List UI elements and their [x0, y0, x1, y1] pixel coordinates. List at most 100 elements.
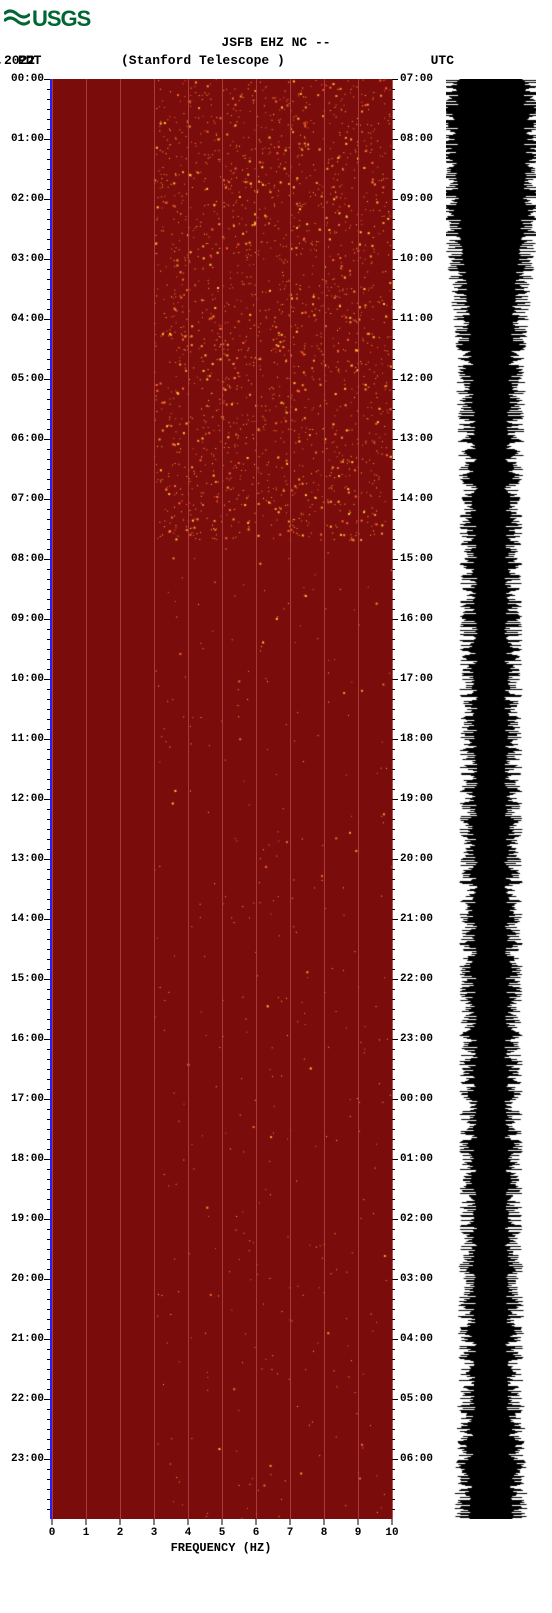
right-minor-tick — [392, 209, 395, 210]
right-minor-tick — [392, 1239, 395, 1240]
x-tick-mark — [222, 1519, 223, 1525]
right-minor-tick — [392, 1009, 395, 1010]
x-tick-mark — [290, 1519, 291, 1525]
right-minor-tick — [392, 749, 395, 750]
pdt-time-label: 00:00 — [11, 73, 44, 85]
right-minor-tick — [392, 669, 395, 670]
station-line: JSFB EHZ NC -- — [0, 34, 552, 52]
right-minor-tick — [392, 889, 395, 890]
utc-time-label: 23:00 — [400, 1033, 433, 1045]
freq-gridline — [120, 79, 121, 1519]
right-minor-tick — [392, 579, 395, 580]
wave-icon — [4, 6, 30, 32]
right-minor-tick — [392, 129, 395, 130]
right-minor-tick — [392, 239, 395, 240]
right-minor-tick — [392, 769, 395, 770]
right-minor-tick — [392, 509, 395, 510]
utc-time-label: 05:00 — [400, 1393, 433, 1405]
right-minor-tick — [392, 329, 395, 330]
pdt-time-label: 01:00 — [11, 133, 44, 145]
right-minor-tick — [392, 629, 395, 630]
waveform-canvas — [446, 79, 536, 1519]
utc-time-label: 13:00 — [400, 433, 433, 445]
freq-gridline — [154, 79, 155, 1519]
pdt-time-label: 03:00 — [11, 253, 44, 265]
right-minor-tick — [392, 689, 395, 690]
right-minor-tick — [392, 1319, 395, 1320]
right-minor-tick — [392, 249, 395, 250]
right-minor-tick — [392, 589, 395, 590]
right-minor-tick — [392, 959, 395, 960]
right-minor-tick — [392, 419, 395, 420]
utc-time-label: 08:00 — [400, 133, 433, 145]
logo-label: USGS — [32, 6, 90, 32]
utc-time-label: 04:00 — [400, 1333, 433, 1345]
right-minor-tick — [392, 1249, 395, 1250]
right-minor-tick — [392, 409, 395, 410]
right-minor-tick — [392, 1229, 395, 1230]
freq-gridline — [188, 79, 189, 1519]
right-minor-tick — [392, 1079, 395, 1080]
x-tick-mark — [256, 1519, 257, 1525]
utc-time-label: 22:00 — [400, 973, 433, 985]
pdt-time-label: 17:00 — [11, 1093, 44, 1105]
right-minor-tick — [392, 149, 395, 150]
right-minor-tick — [392, 289, 395, 290]
pdt-time-label: 14:00 — [11, 913, 44, 925]
freq-gridline — [222, 79, 223, 1519]
x-tick-label: 6 — [253, 1527, 260, 1539]
location-label: (Stanford Telescope ) — [121, 52, 285, 70]
right-minor-tick — [392, 1409, 395, 1410]
x-tick-label: 2 — [117, 1527, 124, 1539]
right-minor-tick — [392, 1489, 395, 1490]
right-minor-tick — [392, 1429, 395, 1430]
right-minor-tick — [392, 829, 395, 830]
right-minor-tick — [392, 789, 395, 790]
utc-time-label: 19:00 — [400, 793, 433, 805]
right-minor-tick — [392, 969, 395, 970]
page: USGS JSFB EHZ NC -- PDT Mar21,2022 (Stan… — [0, 0, 552, 1559]
right-minor-tick — [392, 1449, 395, 1450]
pdt-time-label: 02:00 — [11, 193, 44, 205]
pdt-time-label: 16:00 — [11, 1033, 44, 1045]
pdt-time-label: 19:00 — [11, 1213, 44, 1225]
freq-gridline — [256, 79, 257, 1519]
right-minor-tick — [392, 519, 395, 520]
x-tick-mark — [358, 1519, 359, 1525]
right-minor-tick — [392, 909, 395, 910]
pdt-axis-labels: 00:0001:0002:0003:0004:0005:0006:0007:00… — [4, 79, 44, 1519]
right-minor-tick — [392, 549, 395, 550]
utc-time-label: 00:00 — [400, 1093, 433, 1105]
right-minor-tick — [392, 999, 395, 1000]
right-minor-tick — [392, 369, 395, 370]
tz-right: UTC — [431, 52, 454, 70]
right-minor-tick — [392, 1109, 395, 1110]
right-minor-tick — [392, 719, 395, 720]
x-tick-label: 9 — [355, 1527, 362, 1539]
pdt-time-label: 21:00 — [11, 1333, 44, 1345]
right-minor-tick — [392, 279, 395, 280]
pdt-time-label: 09:00 — [11, 613, 44, 625]
x-tick-mark — [52, 1519, 53, 1525]
header-meta-row: PDT Mar21,2022 (Stanford Telescope ) UTC — [0, 52, 552, 70]
right-minor-tick — [392, 819, 395, 820]
pdt-time-label: 06:00 — [11, 433, 44, 445]
utc-time-label: 01:00 — [400, 1153, 433, 1165]
right-minor-tick — [392, 469, 395, 470]
right-minor-tick — [392, 1359, 395, 1360]
utc-time-label: 09:00 — [400, 193, 433, 205]
pdt-time-label: 22:00 — [11, 1393, 44, 1405]
x-tick-label: 1 — [83, 1527, 90, 1539]
right-minor-tick — [392, 539, 395, 540]
freq-gridline — [86, 79, 87, 1519]
right-minor-tick — [392, 359, 395, 360]
x-tick-mark — [188, 1519, 189, 1525]
right-minor-tick — [392, 899, 395, 900]
waveform-plot — [446, 79, 536, 1559]
x-tick-label: 0 — [49, 1527, 56, 1539]
right-minor-tick — [392, 1029, 395, 1030]
freq-gridline — [52, 79, 53, 1519]
usgs-logo: USGS — [0, 0, 552, 32]
spectrogram-plot — [50, 79, 392, 1519]
utc-time-label: 14:00 — [400, 493, 433, 505]
